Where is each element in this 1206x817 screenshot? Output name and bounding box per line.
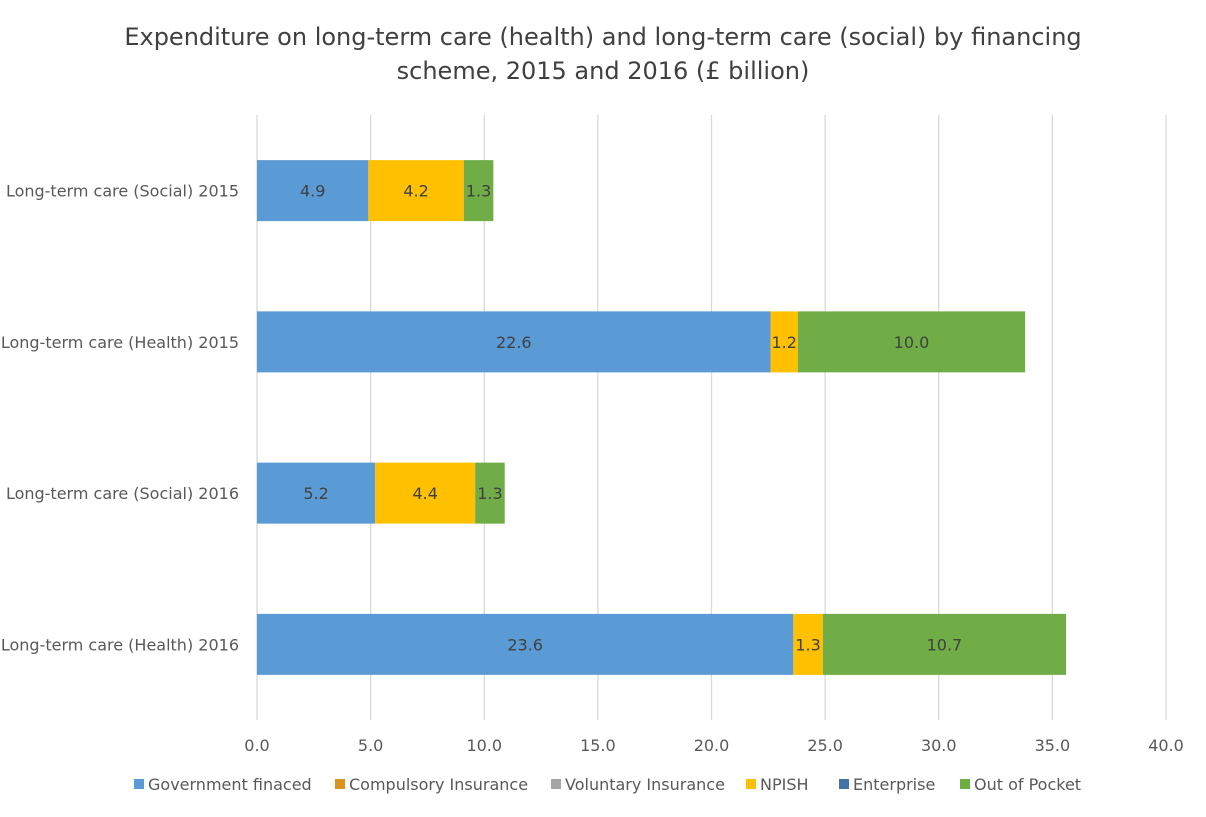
category-label: Long-term care (Health) 2016 <box>1 635 239 654</box>
data-label: 5.2 <box>303 484 328 503</box>
x-tick-label: 0.0 <box>244 736 269 755</box>
data-label: 1.2 <box>771 333 796 352</box>
data-label: 1.3 <box>466 182 491 201</box>
data-label: 10.0 <box>894 333 930 352</box>
legend-swatch <box>134 779 144 789</box>
legend-label: Government finaced <box>148 775 312 794</box>
x-tick-label: 20.0 <box>694 736 730 755</box>
legend-swatch <box>335 779 345 789</box>
data-label: 1.3 <box>795 635 820 654</box>
bar-segment <box>770 311 798 373</box>
chart-title: Expenditure on long-term care (health) a… <box>103 20 1103 88</box>
legend-swatch <box>839 779 849 789</box>
x-tick-label: 5.0 <box>358 736 383 755</box>
bar-segment <box>475 462 505 524</box>
bar-segment <box>463 160 494 222</box>
bar-segment <box>257 160 369 222</box>
category-label: Long-term care (Health) 2015 <box>1 333 239 352</box>
bar-segment <box>368 160 464 222</box>
legend-swatch <box>551 779 561 789</box>
legend-label: NPISH <box>760 775 809 794</box>
category-label: Long-term care (Social) 2015 <box>6 182 239 201</box>
data-label: 10.7 <box>927 635 963 654</box>
legend-label: Out of Pocket <box>974 775 1081 794</box>
legend-swatch <box>746 779 756 789</box>
bar-segment <box>375 462 476 524</box>
chart-title-line-2: scheme, 2015 and 2016 (£ billion) <box>396 57 810 85</box>
data-label: 22.6 <box>496 333 532 352</box>
x-tick-label: 35.0 <box>1035 736 1071 755</box>
x-tick-label: 25.0 <box>807 736 843 755</box>
bar-segment <box>257 462 376 524</box>
bar-segment <box>793 613 823 675</box>
x-tick-label: 40.0 <box>1148 736 1184 755</box>
legend-label: Compulsory Insurance <box>349 775 528 794</box>
bar-segment <box>822 613 1067 675</box>
data-label: 4.9 <box>300 182 325 201</box>
bar-segment <box>257 613 794 675</box>
x-tick-label: 10.0 <box>466 736 502 755</box>
data-label: 1.3 <box>477 484 502 503</box>
legend-swatch <box>960 779 970 789</box>
bar-segment <box>797 311 1026 373</box>
category-label: Long-term care (Social) 2016 <box>6 484 239 503</box>
x-tick-label: 30.0 <box>921 736 957 755</box>
bar-segment <box>257 311 771 373</box>
data-label: 4.2 <box>403 182 428 201</box>
legend-label: Voluntary Insurance <box>565 775 725 794</box>
chart-title-line-1: Expenditure on long-term care (health) a… <box>124 23 1082 51</box>
data-label: 23.6 <box>507 635 543 654</box>
x-tick-label: 15.0 <box>580 736 616 755</box>
legend-label: Enterprise <box>853 775 935 794</box>
data-label: 4.4 <box>412 484 437 503</box>
